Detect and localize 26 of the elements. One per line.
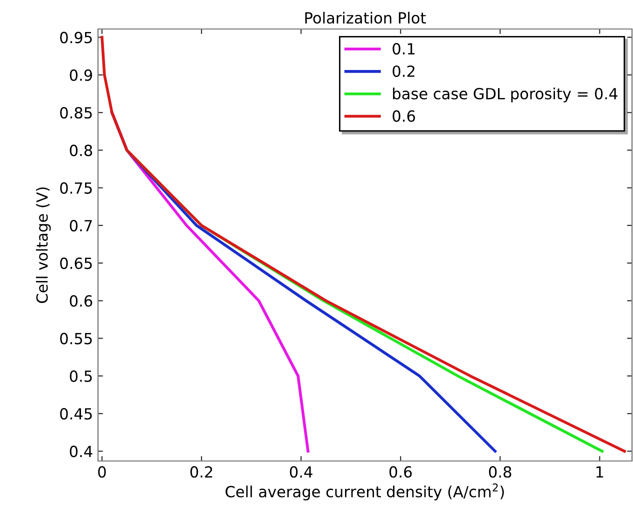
y-tick-label: 0.6 (70, 295, 92, 307)
x-tick-label: 0.2 (190, 466, 212, 478)
y-axis-title: Cell voltage (V) (36, 187, 51, 304)
x-tick-label: 0.4 (290, 466, 312, 478)
chart-title: Polarization Plot (305, 12, 426, 24)
x-tick-label: 0.8 (488, 466, 512, 478)
y-tick-label: 0.5 (70, 370, 92, 382)
y-tick-label: 0.45 (60, 408, 92, 420)
y-tick-label: 0.75 (60, 182, 92, 194)
y-tick-label: 0.55 (60, 332, 92, 344)
y-tick-label: 0.4 (70, 446, 92, 458)
y-tick-label: 0.65 (60, 258, 92, 270)
x-tick-label: 0.6 (389, 466, 412, 478)
y-tick-label: 0.7 (70, 220, 92, 232)
legend-label: 0.1 (392, 43, 415, 55)
y-tick-label: 0.95 (60, 32, 92, 44)
legend-label: 0.6 (392, 110, 415, 122)
legend-label: base case GDL porosity = 0.4 (393, 88, 618, 102)
y-tick-label: 0.85 (60, 107, 92, 119)
legend-label: 0.2 (392, 65, 414, 77)
line-series (100, 36, 626, 453)
x-axis-title: Cell average current density (A/cm$^{2}$) (226, 483, 504, 500)
x-tick-label: 0 (98, 466, 106, 478)
y-tick-label: 0.8 (70, 144, 92, 156)
y-tick-label: 0.9 (70, 69, 92, 81)
x-tick-label: 1 (596, 466, 604, 478)
